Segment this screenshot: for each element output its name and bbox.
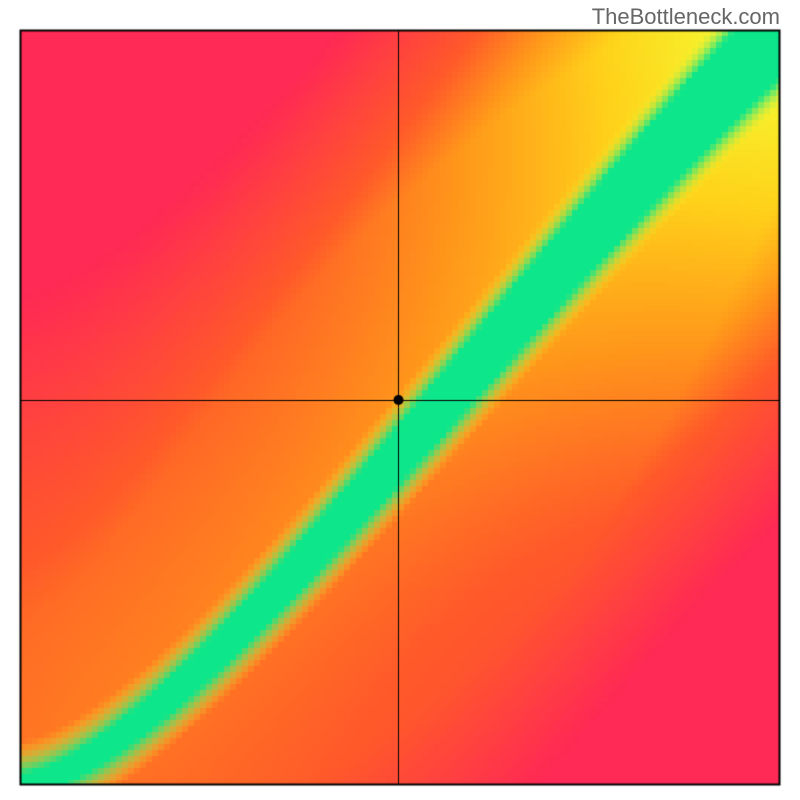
bottleneck-heatmap [0, 0, 800, 800]
chart-container: TheBottleneck.com [0, 0, 800, 800]
watermark-text: TheBottleneck.com [592, 4, 780, 30]
